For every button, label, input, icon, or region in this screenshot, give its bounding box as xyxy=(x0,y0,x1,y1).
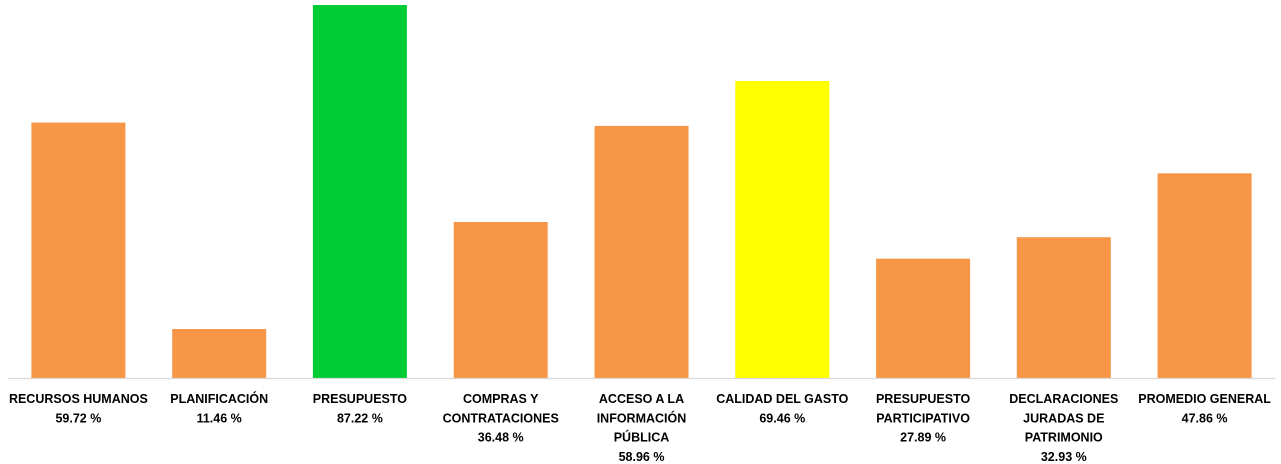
category-label-line: PATRIMONIO xyxy=(1025,431,1103,445)
category-label-line: PLANIFICACIÓN xyxy=(170,391,268,406)
value-label: 32.93 % xyxy=(1041,450,1087,464)
bar-1 xyxy=(31,122,126,378)
category-label-5: ACCESO A LA INFORMACIÓN PÚBLICA 58.96 % xyxy=(597,392,687,464)
bar-7 xyxy=(876,258,971,378)
category-label-3: PRESUPUESTO 87.22 % xyxy=(313,392,408,425)
bar-9 xyxy=(1157,173,1252,378)
value-label: 47.86 % xyxy=(1182,411,1228,425)
value-label: 87.22 % xyxy=(337,411,383,425)
category-label-line: INFORMACIÓN xyxy=(597,410,687,425)
category-label-1: RECURSOS HUMANOS 59.72 % xyxy=(9,392,148,425)
value-label: 69.46 % xyxy=(759,411,805,425)
category-label-line: ACCESO A LA xyxy=(599,392,684,406)
category-label-4: COMPRAS Y CONTRATACIONES 36.48 % xyxy=(443,392,559,445)
bar-5 xyxy=(594,125,689,379)
category-label-line: RECURSOS HUMANOS xyxy=(9,392,148,406)
category-label-line: PRESUPUESTO xyxy=(313,392,408,406)
value-label: 58.96 % xyxy=(619,450,665,464)
value-label: 11.46 % xyxy=(197,411,242,425)
category-label-line: PROMEDIO GENERAL xyxy=(1138,392,1271,406)
bar-6 xyxy=(735,81,830,378)
value-label: 36.48 % xyxy=(478,431,524,445)
bars-group xyxy=(31,5,1252,379)
category-label-line: PRESUPUESTO xyxy=(876,392,971,406)
category-label-7: PRESUPUESTO PARTICIPATIVO 27.89 % xyxy=(876,392,971,445)
category-label-line: PÚBLICA xyxy=(614,430,670,445)
category-label-9: PROMEDIO GENERAL 47.86 % xyxy=(1138,392,1271,425)
category-label-8: DECLARACIONES JURADAS DE PATRIMONIO 32.93 % xyxy=(1009,392,1118,464)
value-label: 27.89 % xyxy=(900,431,946,445)
category-label-line: PARTICIPATIVO xyxy=(876,411,970,425)
bar-3 xyxy=(312,5,407,378)
bar-8 xyxy=(1016,237,1111,378)
value-label: 59.72 % xyxy=(55,411,101,425)
category-label-line: CONTRATACIONES xyxy=(443,411,559,425)
category-label-line: DECLARACIONES xyxy=(1009,392,1118,406)
category-labels-group: RECURSOS HUMANOS 59.72 % PLANIFICACIÓN 11.4… xyxy=(9,391,1271,464)
bar-4 xyxy=(453,222,548,378)
category-label-line: CALIDAD DEL GASTO xyxy=(716,392,848,406)
category-label-6: CALIDAD DEL GASTO 69.46 % xyxy=(716,392,848,425)
category-label-2: PLANIFICACIÓN 11.46 % xyxy=(170,391,268,425)
bar-2 xyxy=(172,329,267,378)
category-label-line: COMPRAS Y xyxy=(463,392,539,406)
category-label-line: JURADAS DE xyxy=(1023,411,1104,425)
